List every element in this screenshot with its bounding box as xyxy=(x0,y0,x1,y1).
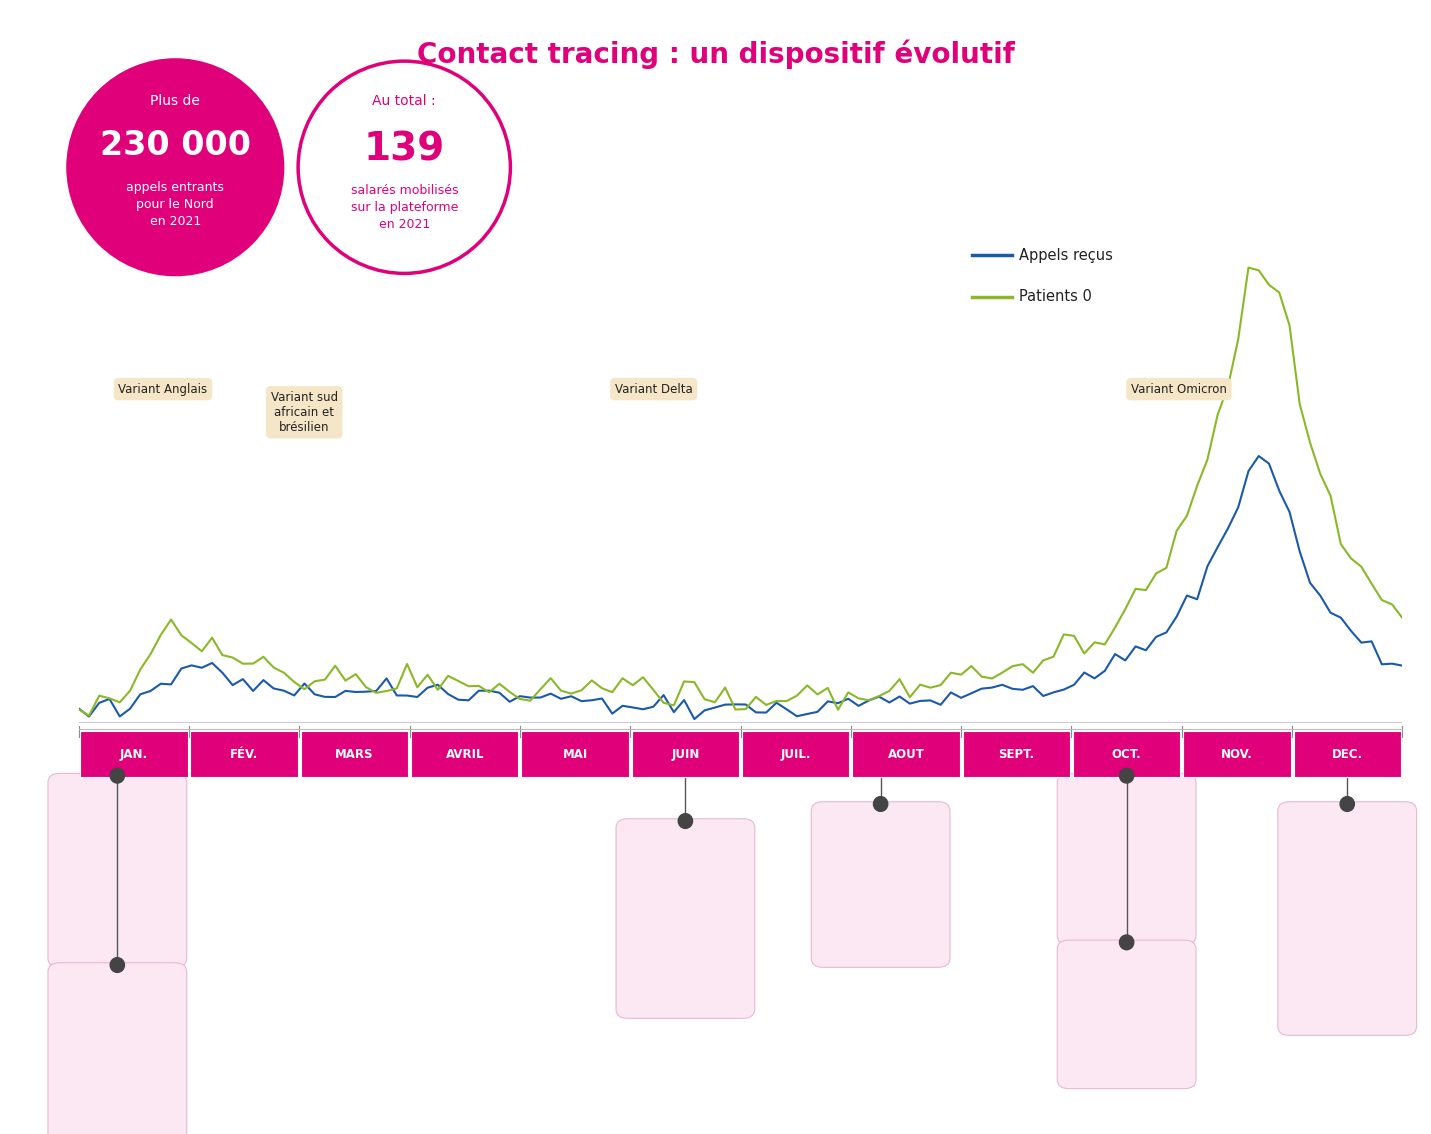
Text: Octobre: Octobre xyxy=(1100,792,1153,804)
Text: Variant sud
africain et
brésilien: Variant sud africain et brésilien xyxy=(270,391,338,434)
Circle shape xyxy=(67,59,283,276)
Text: AVRIL: AVRIL xyxy=(445,747,484,761)
Text: JAN.: JAN. xyxy=(120,747,147,761)
Text: 230 000: 230 000 xyxy=(100,128,250,162)
Text: Contact tracing : un dispositif évolutif: Contact tracing : un dispositif évolutif xyxy=(416,40,1015,69)
Text: MARS: MARS xyxy=(335,747,373,761)
Text: 15 déc.: 15 déc. xyxy=(1324,820,1371,832)
Text: JUIN: JUIN xyxy=(671,747,700,761)
Text: OCT.: OCT. xyxy=(1112,747,1142,761)
Text: Au total :: Au total : xyxy=(372,94,436,108)
Text: 139: 139 xyxy=(363,130,445,169)
Text: Variant Anglais: Variant Anglais xyxy=(119,382,207,396)
Text: Envoi par SMS des
consignes d'isolement
et création d'arrêt
maladie pour les
pat: Envoi par SMS des consignes d'isolement … xyxy=(1286,845,1408,919)
Text: DEC.: DEC. xyxy=(1332,747,1362,761)
Text: Patients 0: Patients 0 xyxy=(1019,289,1092,304)
Text: 20 janvier: 20 janvier xyxy=(84,792,150,804)
Text: Télésuivi à
l'isolement : rappel
sous 2 jours des
assurés patients 0
en isolemen: Télésuivi à l'isolement : rappel sous 2 … xyxy=(67,1006,167,1068)
Text: Plus de: Plus de xyxy=(150,94,200,108)
Text: NOV.: NOV. xyxy=(1221,747,1254,761)
Text: 15 juin: 15 juin xyxy=(663,837,708,849)
Text: Appels reçus: Appels reçus xyxy=(1019,247,1112,262)
Text: Automatisation
du contrôle du
schéma vaccinal: Automatisation du contrôle du schéma vac… xyxy=(1083,983,1171,1018)
Text: Variant Omicron: Variant Omicron xyxy=(1130,382,1226,396)
Text: JUIL.: JUIL. xyxy=(780,747,811,761)
Text: Mise en place du
rétrotracing :
identifier l'origine
de la contamination: Mise en place du rétrotracing : identifi… xyxy=(633,862,737,911)
Text: AOUT: AOUT xyxy=(887,747,924,761)
Text: 21 janvier: 21 janvier xyxy=(84,981,150,993)
Text: Octobre: Octobre xyxy=(1100,958,1153,971)
Text: Mise en place du
Pass sanitaire
obligatoire: Mise en place du Pass sanitaire obligato… xyxy=(837,845,924,880)
Text: MAI: MAI xyxy=(562,747,588,761)
Text: appels entrants
pour le Nord
en 2021: appels entrants pour le Nord en 2021 xyxy=(126,181,225,228)
Text: SEPT.: SEPT. xyxy=(999,747,1035,761)
Text: FÉV.: FÉV. xyxy=(230,747,258,761)
Text: Arrêt de la prise
en charge des
tests (sauf
exceptions): Arrêt de la prise en charge des tests (s… xyxy=(1085,816,1169,865)
Text: Variant Delta: Variant Delta xyxy=(615,382,693,396)
Text: Traitement des
arrêts des patients 0
uniquement par la
plateforme de
contact tra: Traitement des arrêts des patients 0 uni… xyxy=(63,816,172,879)
Text: salarés mobilisés
sur la plateforme
en 2021: salarés mobilisés sur la plateforme en 2… xyxy=(351,184,458,230)
Text: 9 août: 9 août xyxy=(860,820,902,832)
Circle shape xyxy=(298,61,511,273)
